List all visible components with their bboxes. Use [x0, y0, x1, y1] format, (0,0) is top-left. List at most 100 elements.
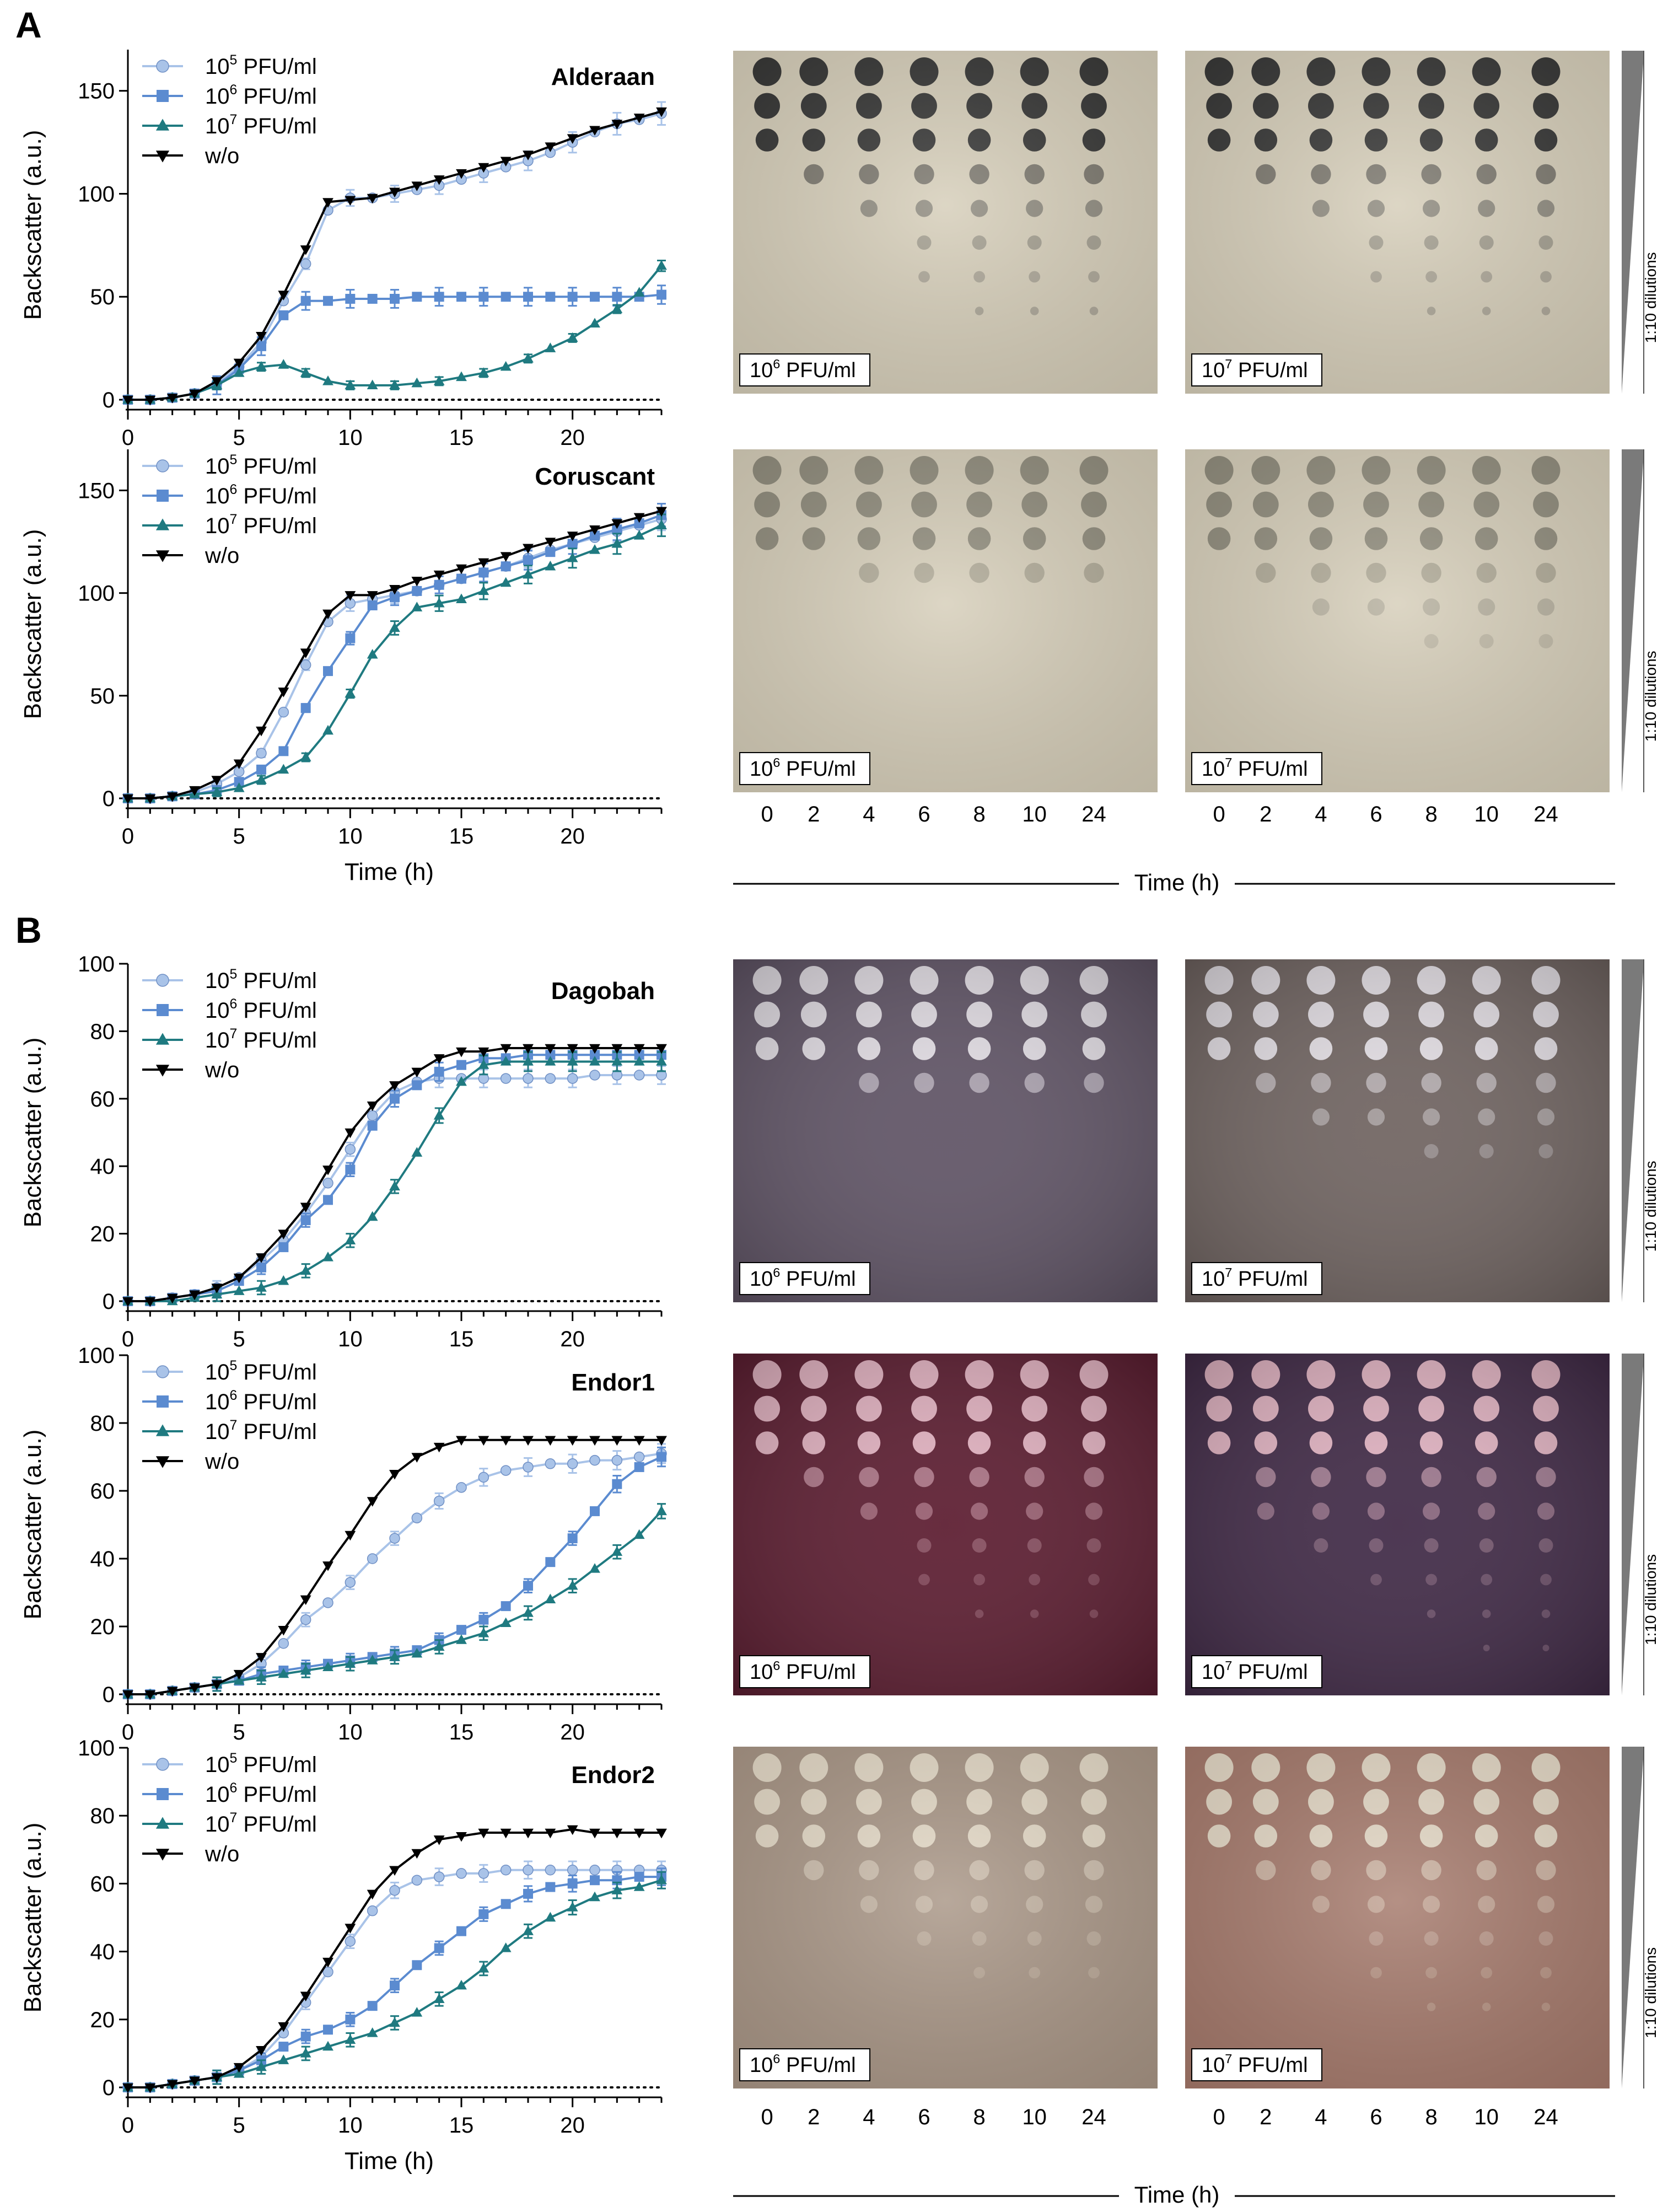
data-point — [411, 1849, 423, 1859]
data-point — [633, 1044, 645, 1054]
plate-label-text-exp: 6 — [773, 755, 780, 770]
chart-title: Endor1 — [571, 1369, 655, 1396]
series-2 — [122, 259, 667, 404]
panel-label-a: A — [15, 4, 42, 45]
legend-entry: 106 PFU/ml — [205, 1781, 317, 1807]
photo-time-tick: 4 — [1315, 802, 1327, 826]
data-point — [256, 1262, 266, 1273]
data-point — [300, 1665, 311, 1675]
plate-label: 107 PFU/ml — [1191, 1655, 1322, 1688]
plate-label-text-base: 10 — [750, 1661, 773, 1684]
photo-time-tick: 8 — [1425, 802, 1437, 826]
data-point — [456, 1625, 466, 1635]
x-tick-label: 15 — [449, 2113, 474, 2138]
series-3 — [122, 1044, 667, 1307]
data-point — [411, 1647, 423, 1658]
data-point — [144, 1690, 156, 1700]
data-point — [478, 558, 489, 568]
data-point — [545, 1056, 556, 1066]
data-point — [456, 1076, 467, 1086]
data-point — [322, 1561, 333, 1571]
series-0 — [122, 507, 667, 804]
legend-entry-base: w/o — [205, 1842, 239, 1866]
data-point — [411, 1453, 423, 1463]
data-point — [166, 1687, 178, 1697]
data-point — [523, 1607, 534, 1617]
dilution-wedge — [1622, 1354, 1644, 1695]
plate-photo: 107 PFU/ml 1:10 dilutions — [1185, 1747, 1659, 2088]
legend-swatch-marker — [156, 60, 169, 73]
data-point — [456, 1436, 467, 1446]
plate-photo: 107 PFU/ml 1:10 dilutions — [1185, 959, 1659, 1302]
data-point — [300, 703, 311, 713]
photo-time-tick: 6 — [1370, 2105, 1382, 2129]
data-point — [545, 1593, 556, 1603]
data-point — [390, 592, 400, 603]
legend-entry-exp: 7 — [230, 1811, 238, 1826]
data-point — [211, 1680, 223, 1690]
data-point — [656, 1056, 667, 1066]
legend-entry-exp: 6 — [230, 1781, 238, 1796]
x-tick-label: 15 — [449, 1720, 474, 1744]
series-2 — [122, 513, 667, 803]
data-point — [367, 649, 378, 659]
data-point — [389, 1866, 400, 1876]
data-point — [545, 538, 556, 547]
data-point — [256, 1253, 267, 1263]
data-point — [412, 586, 422, 596]
data-point — [166, 394, 178, 404]
data-point — [390, 1093, 400, 1104]
legend-entry: 105 PFU/ml — [205, 53, 317, 79]
data-point — [567, 531, 578, 541]
data-point — [367, 2027, 378, 2037]
photo-time-tick: 8 — [973, 2105, 985, 2129]
data-point — [233, 2068, 245, 2078]
series-1 — [123, 503, 666, 803]
plate-label-box — [1191, 1655, 1322, 1688]
y-axis-label: Backscatter (a.u.) — [19, 130, 46, 320]
series-0 — [122, 101, 667, 405]
data-point — [278, 1242, 289, 1253]
data-point — [345, 633, 356, 643]
data-point — [567, 292, 578, 302]
data-point — [322, 724, 333, 735]
data-point — [611, 1436, 623, 1446]
plate-photo: 107 PFU/ml 1:10 dilutions — [1185, 51, 1659, 394]
data-point — [323, 296, 333, 306]
photo-time-tick: 24 — [1534, 802, 1558, 826]
x-tick-label: 5 — [233, 824, 245, 849]
plate-label-box — [739, 1655, 870, 1688]
data-point — [256, 332, 267, 342]
legend-swatch-marker — [155, 550, 170, 562]
plate-label-text-base: 10 — [750, 1268, 773, 1291]
data-point — [634, 518, 644, 529]
data-point — [456, 573, 466, 584]
x-tick-label: 0 — [122, 426, 134, 450]
legend-entry-base: 10 — [205, 998, 230, 1023]
data-point — [256, 1282, 267, 1292]
data-point — [367, 1905, 378, 1916]
legend-entry-base: 10 — [205, 484, 230, 508]
x-tick-label: 10 — [338, 1327, 363, 1351]
data-point — [233, 1273, 245, 1284]
data-point — [545, 292, 556, 302]
data-point — [389, 1533, 400, 1544]
data-point — [233, 358, 245, 369]
data-point — [589, 1044, 600, 1054]
y-tick-label: 80 — [90, 1411, 115, 1436]
data-point — [545, 1458, 556, 1469]
plate-shade — [1185, 1747, 1610, 2088]
data-point — [412, 292, 422, 302]
dilution-wedge — [1622, 959, 1644, 1302]
data-point — [433, 570, 445, 581]
dilutions-label: 1:10 dilutions — [1642, 252, 1659, 343]
data-point — [589, 126, 600, 136]
data-point — [611, 519, 623, 529]
plate-label-box — [1191, 353, 1322, 386]
data-point — [345, 293, 356, 304]
data-point — [389, 1081, 400, 1091]
data-point — [500, 577, 512, 587]
data-point — [367, 1101, 378, 1112]
plate-label-text-unit: PFU/ml — [780, 758, 855, 781]
